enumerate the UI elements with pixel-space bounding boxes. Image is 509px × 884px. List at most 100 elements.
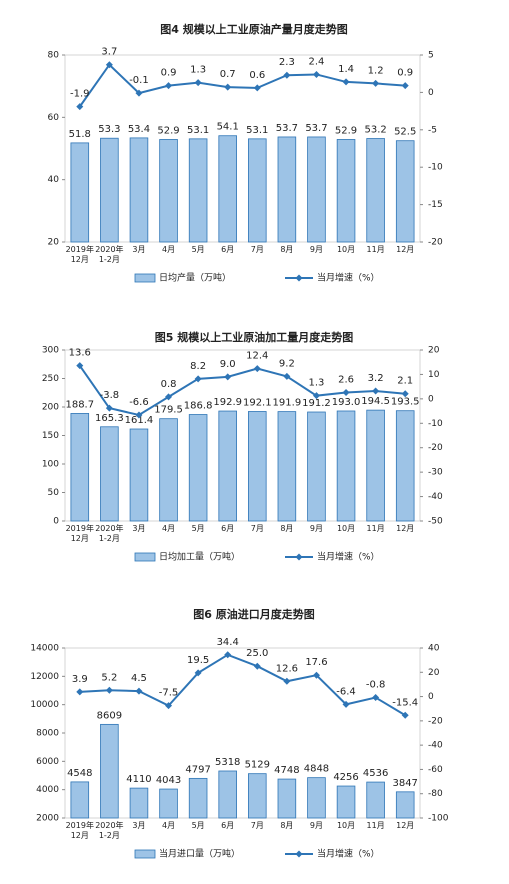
x-label-box: 12月 — [396, 524, 415, 533]
bar — [159, 139, 178, 243]
y2-tick-label: -50 — [428, 517, 443, 527]
y-tick-label: 200 — [42, 403, 59, 413]
x-tick-label: 11月 — [366, 245, 385, 254]
x-label-box: 4月 — [161, 245, 176, 254]
line-marker — [401, 711, 409, 719]
x-label-box: 4月 — [162, 524, 175, 533]
x-tick-label: 6月 — [221, 245, 235, 254]
bar-value-label: 4848 — [304, 764, 329, 775]
line-value-label: -3.8 — [100, 390, 120, 401]
line-marker — [135, 411, 143, 419]
line-marker — [283, 372, 291, 380]
line-marker — [372, 387, 380, 395]
bar-value-label: 165.3 — [95, 413, 124, 424]
line-marker — [253, 365, 261, 373]
bar-value-label: 8609 — [97, 710, 122, 721]
x-label-box: 8月 — [280, 821, 294, 830]
line-value-label: 34.4 — [217, 637, 239, 648]
bar-value-label: 161.4 — [125, 415, 154, 426]
bar — [100, 426, 119, 522]
x-tick-label: 12月 — [396, 524, 415, 533]
line-marker — [224, 373, 232, 381]
line-value-label: 1.3 — [190, 65, 206, 76]
line-marker — [194, 375, 202, 383]
bar-value-label: 193.0 — [332, 397, 361, 408]
x-label-box: 3月 — [132, 245, 146, 254]
bar-value-label: 5318 — [215, 757, 240, 768]
bar — [70, 413, 90, 522]
x-label-box: 9月 — [309, 245, 323, 254]
x-label-box: 7月 — [250, 524, 264, 533]
bar — [248, 773, 267, 819]
y2-tick-label: 0 — [428, 394, 434, 404]
bar — [307, 777, 326, 819]
x-tick-label: 3月 — [132, 821, 146, 830]
x-label-box: 7月 — [251, 821, 264, 830]
x-tick-label: 11月 — [366, 821, 385, 830]
y2-tick-label: -80 — [428, 789, 443, 799]
x-label-box: 2019年 12月 — [66, 821, 94, 840]
x-label-box: 10月 — [337, 821, 355, 830]
x-tick-label: 8月 — [280, 245, 294, 254]
line-value-label: -6.4 — [336, 686, 356, 697]
bar — [248, 411, 267, 522]
x-tick-label: 11月 — [366, 524, 385, 533]
x-tick-label: 8月 — [280, 821, 294, 830]
y-tick-label: 40 — [48, 175, 60, 185]
line-value-label: 3.7 — [101, 47, 117, 58]
line-value-label: 3.9 — [72, 674, 88, 685]
bar-value-label: 193.5 — [391, 397, 420, 408]
line-value-label: 5.2 — [101, 672, 117, 683]
bar-value-label: 53.3 — [98, 124, 120, 135]
y2-tick-label: -30 — [428, 468, 443, 478]
line-marker — [165, 702, 173, 710]
line-marker — [312, 392, 320, 400]
y-tick-label: 12000 — [30, 672, 59, 682]
x-tick-label: 3月 — [132, 245, 146, 254]
x-tick-label: 9月 — [309, 245, 323, 254]
bar — [366, 781, 385, 819]
bar — [307, 136, 326, 243]
x-label-box: 12月 — [396, 821, 414, 830]
plot-frame — [64, 54, 421, 243]
bar — [218, 410, 237, 522]
line-value-label: 1.2 — [368, 65, 384, 76]
y-tick-label: 300 — [42, 346, 59, 356]
bar-value-label: 4748 — [274, 765, 299, 776]
bar-value-label: 4043 — [156, 775, 181, 786]
x-tick-label: 5月 — [191, 524, 205, 533]
x-tick-label: 2020年 1-2月 — [95, 245, 124, 264]
bar-value-label: 3847 — [392, 778, 417, 789]
line-value-label: 2.3 — [279, 57, 295, 68]
line-value-label: -0.1 — [129, 75, 149, 86]
y2-tick-label: -20 — [428, 716, 443, 726]
line-marker — [135, 687, 143, 695]
x-label-box: 5月 — [191, 245, 205, 254]
x-label-box: 11月 — [366, 245, 385, 254]
line-marker — [372, 694, 380, 702]
bar — [188, 777, 208, 819]
bar-value-label: 4548 — [67, 768, 92, 779]
bar-value-label: 192.9 — [213, 397, 242, 408]
x-tick-label: 10月 — [336, 524, 356, 533]
legend-marker — [295, 850, 303, 858]
line-value-label: 0.7 — [220, 69, 236, 80]
line-value-label: 2.6 — [338, 375, 354, 386]
x-tick-label: 7月 — [250, 524, 264, 533]
y2-tick-label: -20 — [428, 443, 443, 453]
x-label-box: 6月 — [221, 821, 234, 830]
bar — [218, 135, 237, 243]
x-tick-label: 4月 — [161, 245, 176, 254]
bar-value-label: 53.2 — [364, 125, 386, 136]
y-tick-label: 0 — [53, 517, 59, 527]
bar — [70, 781, 90, 819]
bar — [129, 428, 149, 522]
y2-tick-label: -60 — [428, 765, 443, 775]
x-label-box: 5月 — [192, 821, 205, 830]
legend-label: 当月增速（%） — [317, 272, 380, 284]
x-tick-label: 2019年 12月 — [65, 524, 94, 543]
x-label-box: 12月 — [396, 245, 414, 254]
y2-tick-label: 10 — [428, 370, 440, 380]
x-tick-label: 5月 — [191, 245, 205, 254]
y2-tick-label: 5 — [428, 51, 434, 61]
